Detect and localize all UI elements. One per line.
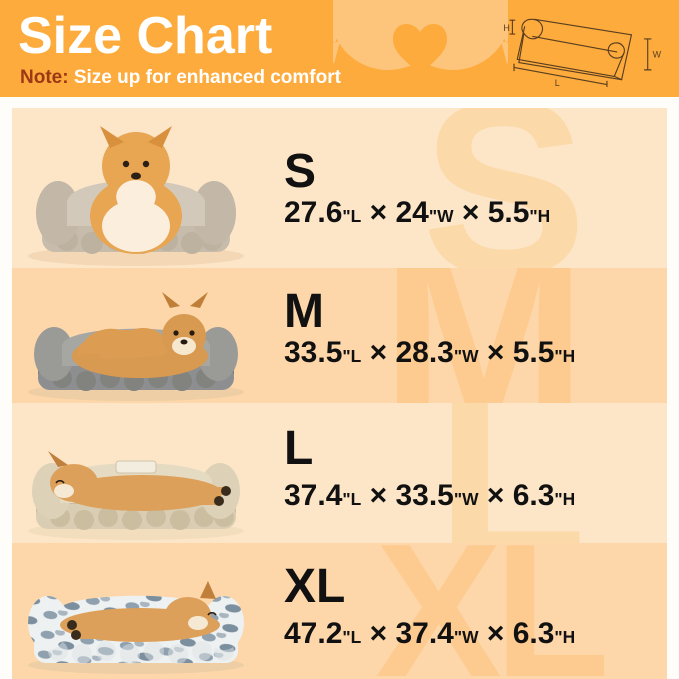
svg-text:L: L — [555, 78, 560, 87]
svg-text:W: W — [653, 50, 662, 60]
svg-text:H: H — [503, 23, 509, 33]
